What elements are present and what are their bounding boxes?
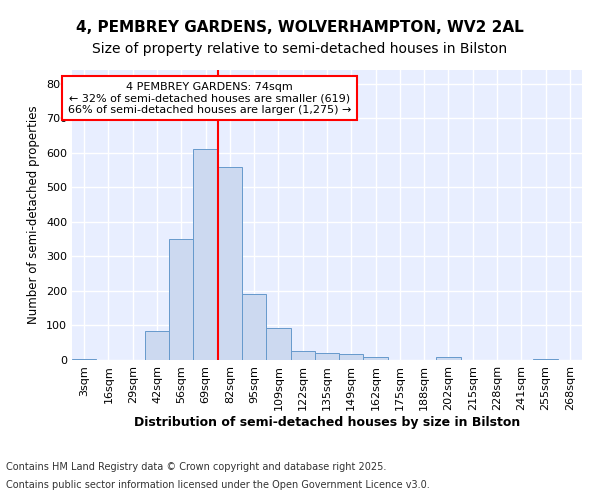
Bar (169, 239, 193, 360)
Bar (266, 328, 290, 360)
Bar (533, 359, 558, 360)
Bar (364, 356, 388, 360)
Bar (242, 294, 266, 360)
Text: Contains public sector information licensed under the Open Government Licence v3: Contains public sector information licen… (6, 480, 430, 490)
Bar (315, 353, 339, 360)
Bar (145, 330, 169, 360)
Bar (72, 359, 96, 360)
Bar (339, 354, 364, 360)
Bar (436, 357, 461, 360)
Bar (193, 150, 218, 360)
Y-axis label: Number of semi-detached properties: Number of semi-detached properties (28, 106, 40, 324)
Bar (290, 351, 315, 360)
Text: 4 PEMBREY GARDENS: 74sqm
← 32% of semi-detached houses are smaller (619)
66% of : 4 PEMBREY GARDENS: 74sqm ← 32% of semi-d… (68, 82, 352, 115)
Text: Size of property relative to semi-detached houses in Bilston: Size of property relative to semi-detach… (92, 42, 508, 56)
Bar (218, 166, 242, 360)
Text: Contains HM Land Registry data © Crown copyright and database right 2025.: Contains HM Land Registry data © Crown c… (6, 462, 386, 472)
Text: 4, PEMBREY GARDENS, WOLVERHAMPTON, WV2 2AL: 4, PEMBREY GARDENS, WOLVERHAMPTON, WV2 2… (76, 20, 524, 35)
X-axis label: Distribution of semi-detached houses by size in Bilston: Distribution of semi-detached houses by … (134, 416, 520, 428)
